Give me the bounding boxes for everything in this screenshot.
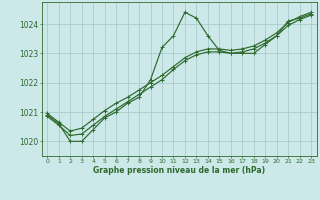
X-axis label: Graphe pression niveau de la mer (hPa): Graphe pression niveau de la mer (hPa)	[93, 166, 265, 175]
